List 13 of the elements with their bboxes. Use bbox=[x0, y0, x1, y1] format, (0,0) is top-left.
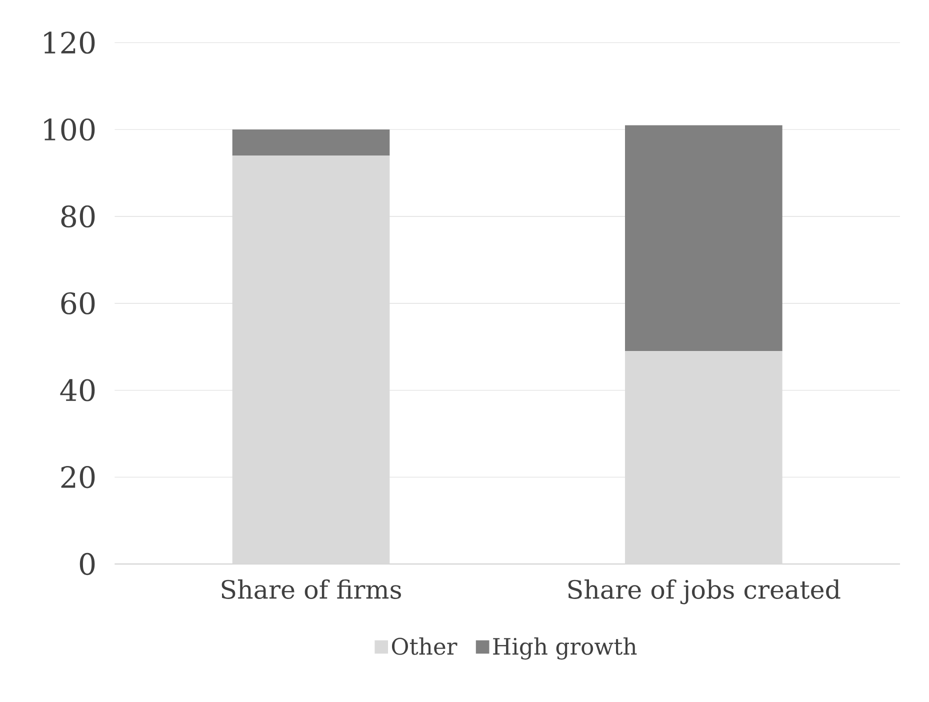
legend-label: Other bbox=[392, 637, 458, 655]
y-tick-label: 60 bbox=[61, 292, 95, 314]
bar bbox=[232, 130, 390, 156]
y-tick-label: 80 bbox=[61, 205, 95, 228]
legend-label: High growth bbox=[493, 637, 637, 660]
y-tick-label: 0 bbox=[80, 552, 95, 576]
x-tick-label: Share of firms bbox=[222, 579, 401, 599]
y-tick-label: 40 bbox=[60, 379, 95, 402]
y-tick-label: 120 bbox=[44, 32, 95, 54]
x-tick-label: Share of jobs created bbox=[568, 579, 840, 604]
y-tick-label: 20 bbox=[61, 466, 95, 488]
bar bbox=[625, 125, 782, 352]
y-tick-label: 100 bbox=[44, 118, 95, 141]
